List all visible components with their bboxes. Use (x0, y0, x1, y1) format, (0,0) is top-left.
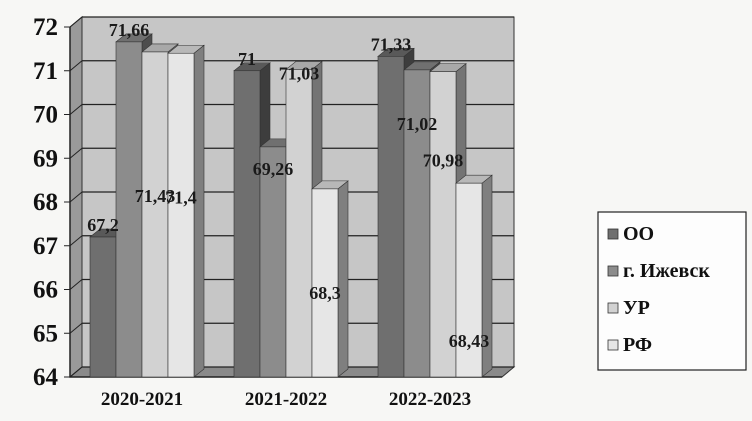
gridline-side (69, 322, 83, 334)
legend-label: РФ (623, 334, 652, 356)
data-label: 68,43 (449, 331, 490, 351)
gridline-side (69, 60, 83, 72)
bar (285, 69, 313, 378)
y-tick-label: 66 (33, 277, 58, 304)
bar (167, 52, 195, 378)
x-tick-label: 2021-2022 (245, 389, 327, 410)
gridline-side (69, 16, 83, 28)
gridline-side (69, 279, 83, 290)
data-label: 67,2 (87, 215, 119, 235)
data-label: 70,98 (423, 151, 464, 171)
bar (377, 56, 405, 378)
gridline-side (69, 366, 83, 378)
bar-side (337, 180, 349, 378)
y-tick-label: 69 (33, 145, 58, 172)
x-tick-label: 2020-2021 (101, 389, 183, 410)
legend-box (597, 211, 747, 371)
x-tick-label: 2022-2023 (389, 389, 471, 410)
y-tick-label: 67 (33, 233, 58, 260)
legend-swatch (607, 228, 619, 240)
data-label: 71,43 (135, 186, 176, 206)
legend-swatch (607, 265, 619, 277)
y-tick-label: 64 (33, 364, 59, 391)
legend-label: УР (623, 297, 650, 319)
gridline-side (69, 147, 83, 159)
bar (141, 51, 169, 378)
bar (233, 70, 261, 378)
legend-label: г. Ижевск (623, 260, 710, 282)
data-label: 71,03 (279, 63, 320, 83)
legend-swatch (607, 302, 619, 314)
y-tick-label: 70 (33, 102, 58, 129)
data-label: 71 (238, 49, 256, 69)
data-label: 68,3 (309, 283, 341, 303)
y-tick-label: 65 (33, 320, 58, 347)
y-tick-label: 71 (33, 58, 58, 85)
bar (115, 41, 143, 378)
y-tick-label: 68 (33, 189, 58, 216)
data-label: 71,4 (165, 187, 197, 207)
legend-swatch (607, 339, 619, 351)
data-label: 71,02 (397, 114, 438, 134)
bar-side (193, 44, 205, 378)
bar (311, 188, 339, 378)
data-label: 69,26 (253, 159, 294, 179)
bar (259, 146, 287, 378)
bar (89, 236, 117, 378)
bar (403, 69, 431, 378)
data-label: 71,33 (371, 34, 412, 54)
y-tick-label: 72 (33, 14, 58, 41)
bar (429, 71, 457, 378)
legend-label: ОО (623, 223, 654, 245)
gridline-side (69, 104, 83, 115)
bar (455, 182, 483, 378)
data-label: 71,66 (109, 20, 150, 40)
gridline-side (69, 191, 83, 203)
gridline-side (69, 235, 83, 247)
